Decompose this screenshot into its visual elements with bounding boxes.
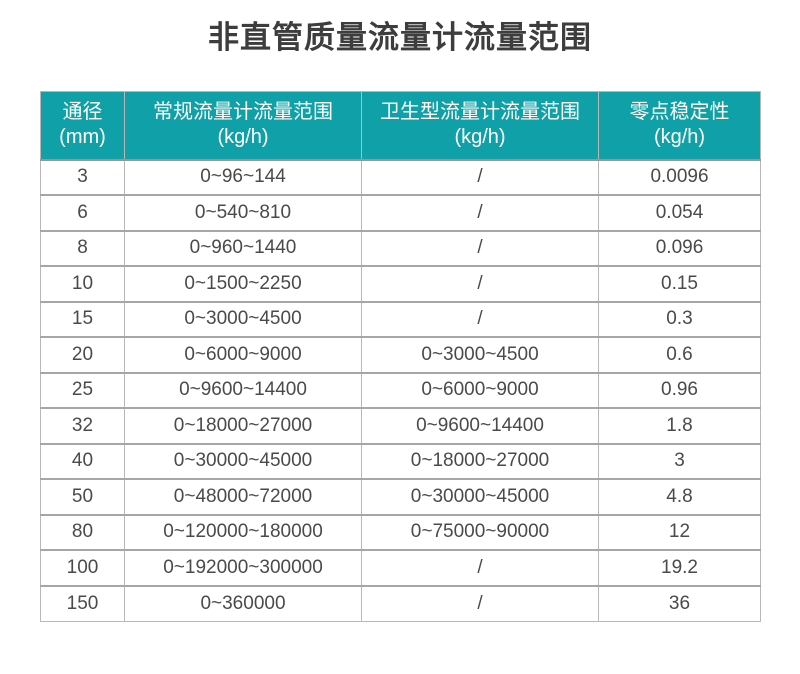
sanitary-range-cell: 0~30000~45000 bbox=[361, 478, 599, 515]
header-unit: (kg/h) bbox=[454, 126, 506, 149]
header-label: 零点稳定性 bbox=[629, 101, 730, 124]
sanitary-range-cell: / bbox=[361, 300, 599, 338]
table-row: 6 0~540~810 / 0.054 bbox=[40, 194, 761, 231]
table-row: 32 0~18000~27000 0~9600~14400 1.8 bbox=[40, 407, 761, 444]
header-unit: (mm) bbox=[59, 126, 106, 149]
zero-stability-cell: 0.096 bbox=[598, 229, 761, 267]
zero-stability-cell: 0.0096 bbox=[598, 158, 761, 196]
zero-stability-cell: 0.15 bbox=[598, 265, 761, 302]
sanitary-range-cell: 0~6000~9000 bbox=[361, 371, 599, 409]
table-row: 10 0~1500~2250 / 0.15 bbox=[40, 265, 761, 302]
table-row: 150 0~360000 / 36 bbox=[40, 584, 761, 622]
diameter-cell: 8 bbox=[40, 229, 125, 267]
header-label: 常规流量计流量范围 bbox=[153, 101, 333, 124]
table-row: 20 0~6000~9000 0~3000~4500 0.6 bbox=[40, 336, 761, 373]
header-col-regular-range: 常规流量计流量范围 (kg/h) bbox=[124, 91, 362, 161]
diameter-cell: 40 bbox=[40, 442, 125, 480]
page-title: 非直管质量流量计流量范围 bbox=[208, 20, 592, 55]
zero-stability-cell: 0.054 bbox=[598, 194, 761, 231]
sanitary-range-cell: 0~3000~4500 bbox=[361, 336, 599, 373]
regular-range-cell: 0~120000~180000 bbox=[124, 513, 362, 551]
zero-stability-cell: 19.2 bbox=[598, 549, 761, 586]
zero-stability-cell: 36 bbox=[598, 584, 761, 622]
diameter-cell: 10 bbox=[40, 265, 125, 302]
sanitary-range-cell: / bbox=[361, 194, 599, 231]
diameter-cell: 50 bbox=[40, 478, 125, 515]
header-col-zero-stability: 零点稳定性 (kg/h) bbox=[598, 91, 761, 161]
diameter-cell: 100 bbox=[40, 549, 125, 586]
table-body: 3 0~96~144 / 0.0096 6 0~540~810 / 0.054 … bbox=[40, 158, 761, 622]
regular-range-cell: 0~18000~27000 bbox=[124, 407, 362, 444]
zero-stability-cell: 4.8 bbox=[598, 478, 761, 515]
header-label: 卫生型流量计流量范围 bbox=[380, 101, 580, 124]
diameter-cell: 32 bbox=[40, 407, 125, 444]
table-row: 25 0~9600~14400 0~6000~9000 0.96 bbox=[40, 371, 761, 409]
table-row: 40 0~30000~45000 0~18000~27000 3 bbox=[40, 442, 761, 480]
sanitary-range-cell: / bbox=[361, 229, 599, 267]
header-unit: (kg/h) bbox=[653, 126, 706, 149]
sanitary-range-cell: 0~18000~27000 bbox=[361, 442, 599, 480]
table-row: 3 0~96~144 / 0.0096 bbox=[40, 158, 761, 196]
zero-stability-cell: 0.96 bbox=[598, 371, 761, 409]
sanitary-range-cell: / bbox=[361, 584, 599, 622]
zero-stability-cell: 12 bbox=[598, 513, 761, 551]
table-row: 8 0~960~1440 / 0.096 bbox=[40, 229, 761, 267]
sanitary-range-cell: / bbox=[361, 158, 599, 196]
zero-stability-cell: 0.3 bbox=[598, 300, 761, 338]
table-row: 80 0~120000~180000 0~75000~90000 12 bbox=[40, 513, 761, 551]
regular-range-cell: 0~960~1440 bbox=[124, 229, 362, 267]
regular-range-cell: 0~48000~72000 bbox=[124, 478, 362, 515]
diameter-cell: 20 bbox=[40, 336, 125, 373]
regular-range-cell: 0~9600~14400 bbox=[124, 371, 362, 409]
table-row: 50 0~48000~72000 0~30000~45000 4.8 bbox=[40, 478, 761, 515]
zero-stability-cell: 1.8 bbox=[598, 407, 761, 444]
header-label: 通径 bbox=[62, 101, 103, 124]
table-row: 100 0~192000~300000 / 19.2 bbox=[40, 549, 761, 586]
diameter-cell: 25 bbox=[40, 371, 125, 409]
header-col-sanitary-range: 卫生型流量计流量范围 (kg/h) bbox=[361, 91, 599, 161]
diameter-cell: 80 bbox=[40, 513, 125, 551]
sanitary-range-cell: 0~75000~90000 bbox=[361, 513, 599, 551]
regular-range-cell: 0~3000~4500 bbox=[124, 300, 362, 338]
zero-stability-cell: 0.6 bbox=[598, 336, 761, 373]
diameter-cell: 15 bbox=[40, 300, 125, 338]
regular-range-cell: 0~540~810 bbox=[124, 194, 362, 231]
diameter-cell: 150 bbox=[40, 584, 125, 622]
regular-range-cell: 0~6000~9000 bbox=[124, 336, 362, 373]
diameter-cell: 6 bbox=[40, 194, 125, 231]
regular-range-cell: 0~360000 bbox=[124, 584, 362, 622]
table-header-row: 通径 (mm) 常规流量计流量范围 (kg/h) 卫生型流量计流量范围 (kg/… bbox=[40, 91, 761, 161]
diameter-cell: 3 bbox=[40, 158, 125, 196]
zero-stability-cell: 3 bbox=[598, 442, 761, 480]
sanitary-range-cell: 0~9600~14400 bbox=[361, 407, 599, 444]
regular-range-cell: 0~30000~45000 bbox=[124, 442, 362, 480]
header-unit: (kg/h) bbox=[217, 126, 269, 149]
regular-range-cell: 0~1500~2250 bbox=[124, 265, 362, 302]
table-row: 15 0~3000~4500 / 0.3 bbox=[40, 300, 761, 338]
regular-range-cell: 0~192000~300000 bbox=[124, 549, 362, 586]
regular-range-cell: 0~96~144 bbox=[124, 158, 362, 196]
header-col-diameter: 通径 (mm) bbox=[40, 91, 125, 161]
sanitary-range-cell: / bbox=[361, 265, 599, 302]
flow-range-table: 通径 (mm) 常规流量计流量范围 (kg/h) 卫生型流量计流量范围 (kg/… bbox=[40, 91, 761, 622]
sanitary-range-cell: / bbox=[361, 549, 599, 586]
